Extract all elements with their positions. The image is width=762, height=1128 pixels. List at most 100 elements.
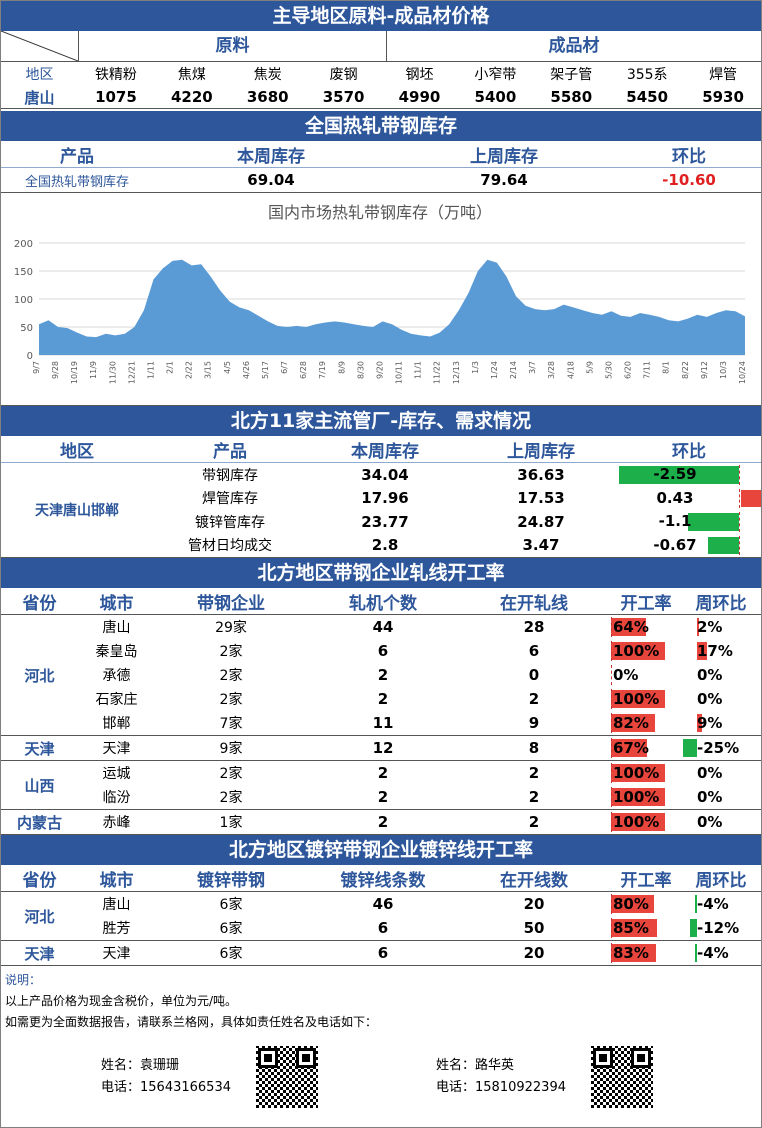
- zero-axis: [739, 488, 740, 508]
- y-tick-label: 0: [27, 351, 33, 362]
- line-count: 44: [372, 618, 394, 636]
- x-tick-label: 11/9: [89, 361, 98, 379]
- wow-value: -4%: [697, 944, 729, 962]
- col-change: 环比: [672, 146, 706, 167]
- wow-value: 2%: [697, 618, 723, 636]
- section-title-pipe-mills: 北方11家主流管厂-库存、需求情况: [1, 406, 761, 436]
- product-name: 全国热轧带钢库存: [24, 174, 129, 190]
- rate-bar: [611, 813, 665, 831]
- rate-cell: 0%: [609, 663, 683, 687]
- rate-cell: 83%: [609, 941, 683, 965]
- x-tick-label: 10/11: [395, 361, 404, 384]
- qr-code-icon: [256, 1046, 318, 1108]
- column-header: 城市: [99, 870, 134, 891]
- price-value: 3570: [322, 88, 365, 106]
- city-rows: 天津 6家 6 20 83% -4%: [78, 941, 761, 965]
- column-header: 镀锌带钢: [197, 870, 265, 891]
- rate-axis: [611, 812, 612, 832]
- company-count: 29家: [215, 620, 247, 636]
- table-row: 运城 2家 2 2 100% 0%: [78, 761, 761, 785]
- rate-bar: [611, 764, 665, 782]
- x-tick-label: 4/18: [566, 361, 575, 379]
- rate-value: 100%: [613, 642, 660, 660]
- change-bar-negative: [707, 536, 739, 554]
- city-rows: 唐山 6家 46 20 80% -4% 胜芳 6家 6 50 85% -12%: [78, 892, 761, 940]
- change-value: 0.43: [656, 488, 694, 507]
- wow-cell: -4%: [683, 892, 759, 916]
- product-name: 带钢库存: [202, 467, 258, 484]
- city-name: 唐山: [102, 897, 131, 913]
- chart-title: 国内市场热轧带钢库存（万吨）: [268, 203, 492, 222]
- province-name: 山西: [24, 776, 55, 795]
- x-tick-label: 9/12: [700, 361, 709, 379]
- company-count: 2家: [219, 790, 243, 806]
- rate-cell: 100%: [609, 687, 683, 711]
- wow-cell: 2%: [683, 615, 759, 639]
- pipe-rows: 带钢库存 34.04 36.63 -2.59 焊管库存 17.96 17.53 0.43 镀锌管…: [153, 463, 761, 557]
- col-product: 产品: [213, 441, 247, 462]
- column-header: 城市: [99, 593, 134, 614]
- pipe-region: 天津唐山邯郸: [35, 503, 119, 519]
- rate-axis: [611, 738, 612, 758]
- x-tick-label: 8/22: [681, 361, 690, 379]
- province-name: 天津: [24, 739, 55, 758]
- wow-cell: 0%: [683, 761, 759, 785]
- rate-value: 100%: [613, 764, 660, 782]
- price-value: 4220: [170, 88, 213, 106]
- notes-line-1: 以上产品价格为现金含税价，单位为元/吨。: [5, 994, 238, 1008]
- rate-axis: [611, 763, 612, 783]
- price-values: 1075 4220 3680 3570 4990 5400 5580 5450 5930: [78, 88, 761, 106]
- notes-heading: 说明：: [5, 973, 42, 987]
- x-tick-label: 4/26: [242, 361, 251, 379]
- wow-bar-negative: [683, 739, 697, 757]
- table-row: 天津 6家 6 20 83% -4%: [78, 941, 761, 965]
- city-rows: 唐山 29家 44 28 64% 2% 秦皇岛 2家 6 6 100% 17% 承德 2家 2 0 0% 0% 石家…: [78, 615, 761, 735]
- section-title-prices: 主导地区原料-成品材价格: [1, 1, 761, 31]
- rate-cell: 100%: [609, 785, 683, 809]
- product-name: 焊管库存: [202, 491, 258, 508]
- x-tick-label: 1/11: [146, 361, 155, 379]
- last-week-value: 3.47: [522, 536, 560, 555]
- price-value: 5450: [626, 88, 669, 106]
- price-product-row: 地区 铁精粉 焦煤 焦炭 废钢 钢坯 小窄带 架子管 355系 焊管: [1, 62, 761, 86]
- column-header: 省份: [22, 870, 57, 891]
- contact-1: 姓名：袁珊珊 电话：15643166534: [101, 1055, 256, 1099]
- rate-axis: [611, 617, 612, 637]
- x-tick-label: 9/20: [375, 361, 384, 379]
- notes: 说明： 以上产品价格为现金含税价，单位为元/吨。 如需更为全面数据报告，请联系兰…: [1, 966, 761, 1033]
- inventory-chart-svg: 国内市场热轧带钢库存（万吨） 0 50 100 150 200 9/7 9/28 10/19…: [14, 203, 747, 384]
- wow-value: -4%: [697, 895, 729, 913]
- wow-bar-positive: [697, 642, 707, 660]
- rate-axis: [611, 894, 612, 914]
- this-week-value: 2.8: [371, 536, 399, 555]
- contact-2-phone: 电话：15810922394: [436, 1080, 566, 1095]
- pipe-mills-body: 天津唐山邯郸 带钢库存 34.04 36.63 -2.59 焊管库存 17.96 17.53…: [1, 463, 761, 558]
- column-header: 镀锌线条数: [340, 870, 426, 891]
- group-raw-label: 原料: [79, 31, 387, 61]
- change-bar-positive: [741, 489, 761, 507]
- wow-cell: 17%: [683, 639, 759, 663]
- rate-value: 100%: [613, 813, 660, 831]
- table-row: 焊管库存 17.96 17.53 0.43: [153, 487, 761, 511]
- this-week-value: 17.96: [361, 489, 409, 508]
- line-count: 6: [377, 944, 389, 962]
- table-row: 镀锌管库存 23.77 24.87 -1.1: [153, 510, 761, 534]
- province-name: 天津: [24, 944, 55, 963]
- rate-value: 100%: [613, 690, 660, 708]
- change-value: -2.59: [653, 465, 697, 483]
- national-inventory-row: 全国热轧带钢库存 69.04 79.64 -10.60: [1, 168, 761, 193]
- this-week-value: 34.04: [361, 465, 409, 484]
- province-group: 天津 天津 6家 6 20 83% -4%: [1, 941, 761, 966]
- column-header: 在开线数: [500, 870, 568, 891]
- x-tick-label: 9/7: [32, 361, 41, 374]
- wow-value: -12%: [697, 919, 740, 937]
- rate-value: 80%: [613, 895, 649, 913]
- change-cell: 0.43: [619, 487, 761, 511]
- line-count: 12: [372, 739, 394, 757]
- line-count: 6: [377, 919, 389, 937]
- rate-bar: [611, 944, 656, 962]
- product-name: 管材日均成交: [188, 538, 272, 555]
- change-value: -1.1: [658, 512, 692, 530]
- running-count: 2: [528, 690, 540, 708]
- product-name: 铁精粉: [94, 67, 137, 83]
